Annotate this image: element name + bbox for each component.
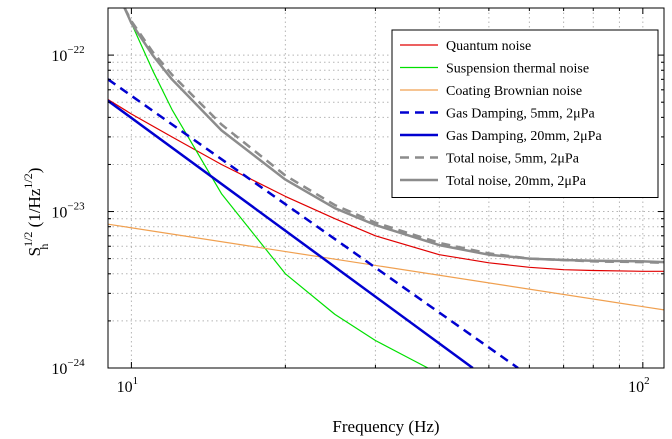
series-line-5: [108, 99, 474, 368]
legend-label-1: Quantum noise: [446, 39, 531, 54]
y-axis-label-sub: h: [37, 244, 51, 250]
y-axis-label-main: S: [25, 247, 44, 256]
x-axis-label: Frequency (Hz): [332, 417, 439, 436]
legend: Quantum noise Suspension thermal noise Coa…: [391, 29, 659, 198]
legend-label-7: Total noise, 20mm, 2μPa: [446, 174, 587, 189]
legend-label-3: Coating Brownian noise: [446, 84, 582, 99]
y-tick-label: 10−24: [51, 357, 85, 378]
y-tick-label: 10−22: [51, 44, 84, 65]
y-axis-label-units-sup: 1/2: [21, 173, 35, 188]
legend-label-6: Total noise, 5mm, 2μPa: [446, 152, 580, 167]
x-tick-label: 101: [117, 375, 139, 396]
y-axis-label-units-close: ): [25, 168, 44, 174]
series-line-7: [123, 8, 664, 264]
x-tick-label: 102: [628, 375, 650, 396]
y-axis-label: S1/2 h (1/Hz1/2): [21, 168, 51, 257]
legend-label-4: Gas Damping, 5mm, 2μPa: [446, 107, 595, 122]
legend-label-2: Suspension thermal noise: [446, 62, 589, 77]
series-line-2: [124, 8, 429, 368]
series-line-1: [108, 98, 664, 272]
y-axis-label-sup: 1/2: [21, 232, 35, 247]
y-axis-label-units-open: (1/Hz: [25, 188, 44, 231]
tick-layer: 101 102 10−24 10−23 10−22: [51, 7, 664, 396]
series-line-3: [108, 223, 664, 311]
series-layer: [108, 8, 664, 368]
legend-label-5: Gas Damping, 20mm, 2μPa: [446, 129, 602, 144]
plot-frame: [107, 7, 665, 369]
series-line-4: [108, 78, 519, 368]
y-tick-label: 10−23: [51, 201, 85, 222]
